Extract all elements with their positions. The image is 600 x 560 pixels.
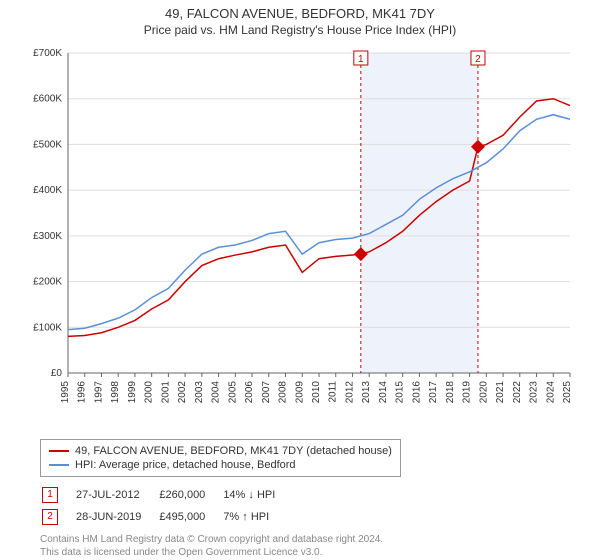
svg-text:1995: 1995 (60, 381, 71, 404)
svg-text:£700K: £700K (33, 48, 62, 59)
svg-text:2003: 2003 (194, 381, 205, 404)
svg-text:£300K: £300K (33, 231, 62, 242)
svg-text:2022: 2022 (512, 381, 523, 404)
sale-price: £495,000 (159, 507, 221, 527)
line-chart-svg: £0 £100K £200K £300K £400K £500K £600K £700K 199… (20, 43, 580, 433)
sale-price: £260,000 (159, 485, 221, 505)
footer-line-1: Contains HM Land Registry data © Crown c… (40, 533, 600, 546)
svg-text:2007: 2007 (261, 381, 272, 404)
svg-text:1996: 1996 (77, 381, 88, 404)
svg-text:£200K: £200K (33, 277, 62, 288)
svg-text:2024: 2024 (545, 381, 556, 404)
svg-text:2013: 2013 (361, 381, 372, 404)
svg-text:1: 1 (358, 54, 364, 65)
sale-delta: 14% ↓ HPI (223, 485, 291, 505)
svg-text:2002: 2002 (177, 381, 188, 404)
svg-text:£400K: £400K (33, 185, 62, 196)
legend-swatch (49, 464, 69, 466)
svg-text:2006: 2006 (244, 381, 255, 404)
svg-text:2011: 2011 (328, 381, 339, 403)
svg-text:2021: 2021 (495, 381, 506, 404)
svg-text:1999: 1999 (127, 381, 138, 404)
sale-date: 27-JUL-2012 (76, 485, 157, 505)
svg-text:2001: 2001 (160, 381, 171, 404)
chart-title: 49, FALCON AVENUE, BEDFORD, MK41 7DY (0, 0, 600, 21)
footer-text: Contains HM Land Registry data © Crown c… (40, 533, 600, 559)
chart-container: 49, FALCON AVENUE, BEDFORD, MK41 7DY Pri… (0, 0, 600, 560)
legend: 49, FALCON AVENUE, BEDFORD, MK41 7DY (de… (40, 439, 401, 477)
svg-text:2004: 2004 (211, 381, 222, 404)
svg-text:£500K: £500K (33, 139, 62, 150)
svg-text:2023: 2023 (529, 381, 540, 404)
svg-text:2: 2 (475, 54, 481, 65)
sale-marker-icon: 2 (42, 509, 58, 525)
svg-text:£100K: £100K (33, 322, 62, 333)
footer-line-2: This data is licensed under the Open Gov… (40, 546, 600, 559)
svg-text:2016: 2016 (411, 381, 422, 404)
svg-text:1997: 1997 (93, 381, 104, 404)
svg-text:2015: 2015 (395, 381, 406, 404)
sales-row: 1 27-JUL-2012£260,00014% ↓ HPI (42, 485, 291, 505)
svg-text:2025: 2025 (562, 381, 573, 404)
svg-text:2010: 2010 (311, 381, 322, 404)
sale-marker-icon: 1 (42, 487, 58, 503)
chart-subtitle: Price paid vs. HM Land Registry's House … (0, 21, 600, 43)
svg-text:2000: 2000 (144, 381, 155, 404)
sales-table: 1 27-JUL-2012£260,00014% ↓ HPI 2 28-JUN-201… (40, 483, 293, 529)
svg-text:£0: £0 (51, 368, 63, 379)
svg-text:2017: 2017 (428, 381, 439, 404)
legend-item: HPI: Average price, detached house, Bedf… (49, 458, 392, 472)
legend-label: HPI: Average price, detached house, Bedf… (75, 459, 296, 471)
sale-delta: 7% ↑ HPI (223, 507, 291, 527)
legend-item: 49, FALCON AVENUE, BEDFORD, MK41 7DY (de… (49, 444, 392, 458)
svg-text:£600K: £600K (33, 94, 62, 105)
legend-label: 49, FALCON AVENUE, BEDFORD, MK41 7DY (de… (75, 445, 392, 457)
svg-text:2005: 2005 (227, 381, 238, 404)
sales-row: 2 28-JUN-2019£495,0007% ↑ HPI (42, 507, 291, 527)
svg-text:2008: 2008 (278, 381, 289, 404)
svg-text:2014: 2014 (378, 381, 389, 404)
svg-text:1998: 1998 (110, 381, 121, 404)
chart-area: £0 £100K £200K £300K £400K £500K £600K £700K 199… (20, 43, 580, 433)
legend-swatch (49, 450, 69, 452)
svg-text:2020: 2020 (478, 381, 489, 404)
svg-text:2019: 2019 (462, 381, 473, 404)
svg-text:2009: 2009 (294, 381, 305, 404)
sale-date: 28-JUN-2019 (76, 507, 157, 527)
svg-text:2012: 2012 (344, 381, 355, 404)
svg-text:2018: 2018 (445, 381, 456, 404)
